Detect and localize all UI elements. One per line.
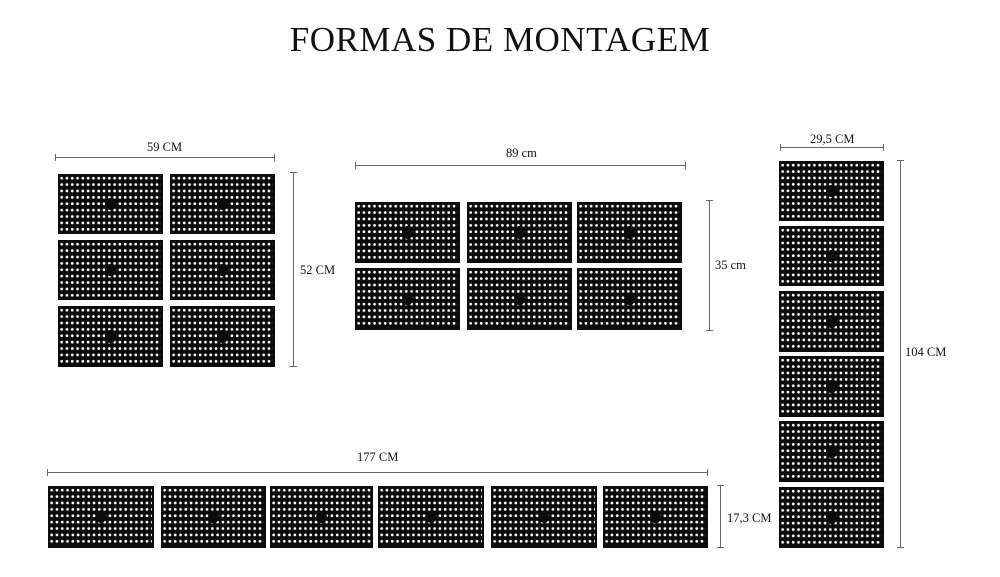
width-dimension-line-d [47, 469, 708, 476]
floor-tile-grid-2x3 [58, 174, 163, 234]
floor-tile-grid-2x3 [58, 240, 163, 300]
floor-tile-column-1x6 [779, 421, 884, 482]
floor-tile-column-1x6 [779, 161, 884, 221]
page-title: FORMAS DE MONTAGEM [289, 20, 711, 59]
height-label-b: 35 cm [715, 258, 746, 272]
floor-tile-grid-2x3 [170, 240, 275, 300]
floor-tile-row-6x1 [48, 486, 154, 548]
width-dimension-line-c [780, 144, 884, 151]
floor-tile-grid-3x2 [355, 202, 460, 263]
floor-tile-column-1x6 [779, 356, 884, 417]
width-label-a: 59 CM [147, 140, 183, 154]
floor-tile-grid-2x3 [170, 306, 275, 367]
floor-tile-row-6x1 [603, 486, 708, 548]
floor-tile-grid-3x2 [355, 268, 460, 330]
floor-tile-row-6x1 [270, 486, 373, 548]
height-label-d: 17,3 CM [727, 511, 772, 525]
floor-tile-column-1x6 [779, 226, 884, 286]
width-label-c: 29,5 CM [810, 132, 855, 146]
floor-tile-grid-2x3 [170, 174, 275, 234]
width-dimension-line-b [355, 162, 686, 169]
width-dimension-line-a [55, 154, 275, 161]
width-label-d: 177 CM [357, 450, 399, 464]
floor-tile-grid-3x2 [577, 268, 682, 330]
height-label-a: 52 CM [300, 263, 336, 277]
floor-tile-grid-3x2 [577, 202, 682, 263]
height-dimension-line-a [290, 172, 297, 367]
height-dimension-line-d [717, 485, 724, 548]
floor-tile-grid-3x2 [467, 202, 572, 263]
floor-tile-column-1x6 [779, 487, 884, 548]
floor-tile-grid-3x2 [467, 268, 572, 330]
floor-tile-row-6x1 [161, 486, 266, 548]
height-dimension-line-b [706, 200, 713, 331]
floor-tile-row-6x1 [491, 486, 597, 548]
floor-tile-column-1x6 [779, 291, 884, 352]
floor-tile-row-6x1 [378, 486, 484, 548]
height-dimension-line-c [897, 160, 904, 548]
floor-tile-grid-2x3 [58, 306, 163, 367]
height-label-c: 104 CM [905, 345, 947, 359]
width-label-b: 89 cm [506, 146, 537, 160]
